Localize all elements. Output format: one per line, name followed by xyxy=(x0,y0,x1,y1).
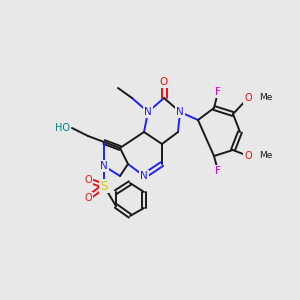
Text: O: O xyxy=(160,77,168,87)
Text: N: N xyxy=(140,171,148,181)
Text: N: N xyxy=(100,161,108,171)
Text: Me: Me xyxy=(259,152,272,160)
Text: Me: Me xyxy=(259,94,272,103)
Text: N: N xyxy=(176,107,184,117)
Text: F: F xyxy=(215,87,221,97)
Text: HO: HO xyxy=(55,123,70,133)
Text: F: F xyxy=(215,166,221,176)
Text: O: O xyxy=(84,175,92,185)
Text: O: O xyxy=(84,193,92,203)
Text: S: S xyxy=(100,179,108,193)
Text: O: O xyxy=(244,93,252,103)
Text: N: N xyxy=(144,107,152,117)
Text: O: O xyxy=(244,151,252,161)
